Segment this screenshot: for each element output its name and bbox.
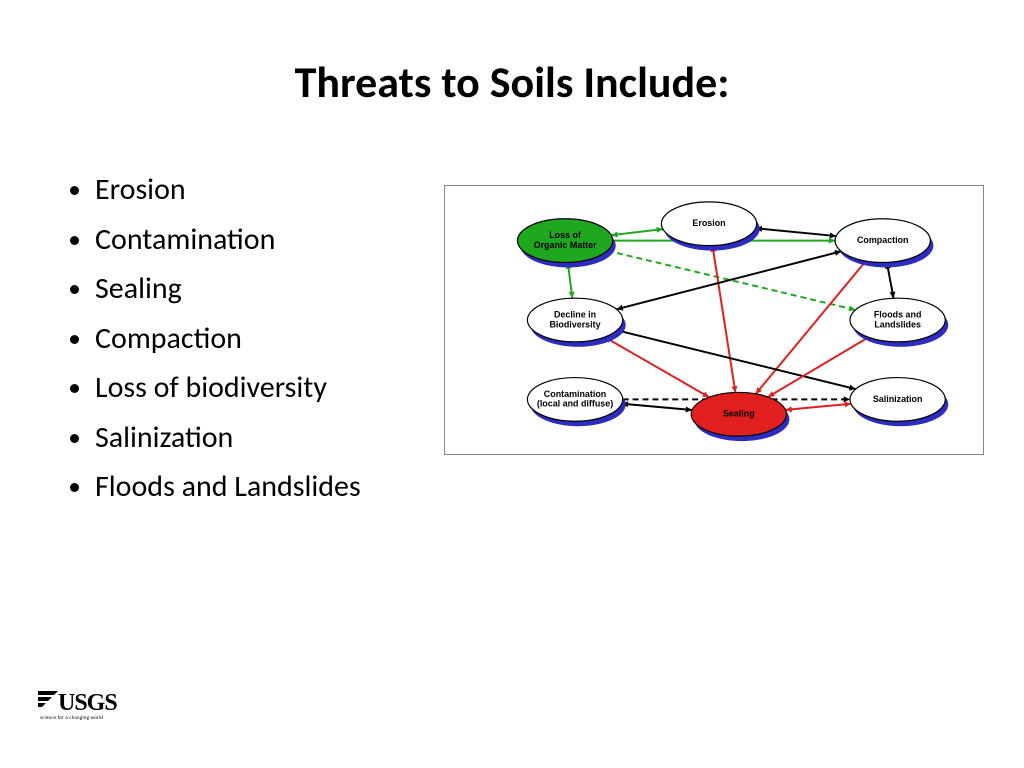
usgs-logo-text: USGS	[58, 690, 117, 716]
svg-text:Organic Matter: Organic Matter	[534, 240, 597, 250]
svg-text:Erosion: Erosion	[692, 218, 725, 228]
svg-text:(local and diffuse): (local and diffuse)	[537, 399, 613, 409]
svg-text:Floods and: Floods and	[874, 309, 922, 319]
soil-threats-diagram: Loss ofOrganic Matter Erosion Compaction De…	[444, 185, 984, 455]
svg-text:Contamination: Contamination	[544, 389, 606, 399]
list-item: Loss of biodiversity	[95, 363, 361, 413]
list-item: Compaction	[95, 314, 361, 364]
svg-text:Biodiversity: Biodiversity	[549, 319, 600, 329]
svg-text:Landslides: Landslides	[874, 319, 921, 329]
list-item: Salinization	[95, 413, 361, 463]
svg-text:Loss of: Loss of	[549, 230, 581, 240]
svg-text:Decline in: Decline in	[554, 309, 596, 319]
bullet-list: Erosion Contamination Sealing Compaction…	[55, 165, 361, 512]
list-item: Contamination	[95, 215, 361, 265]
svg-text:Sealing: Sealing	[723, 409, 755, 419]
diagram-svg: Loss ofOrganic Matter Erosion Compaction De…	[445, 186, 983, 454]
usgs-logo: USGS science for a changing world	[38, 690, 133, 728]
list-item: Sealing	[95, 264, 361, 314]
usgs-logo-icon	[38, 691, 58, 716]
svg-text:Salinization: Salinization	[873, 394, 923, 404]
usgs-logo-tagline: science for a changing world	[40, 715, 133, 721]
list-item: Floods and Landslides	[95, 462, 361, 512]
svg-text:Compaction: Compaction	[857, 235, 909, 245]
list-item: Erosion	[95, 165, 361, 215]
page-title: Threats to Soils Include:	[0, 0, 1024, 109]
